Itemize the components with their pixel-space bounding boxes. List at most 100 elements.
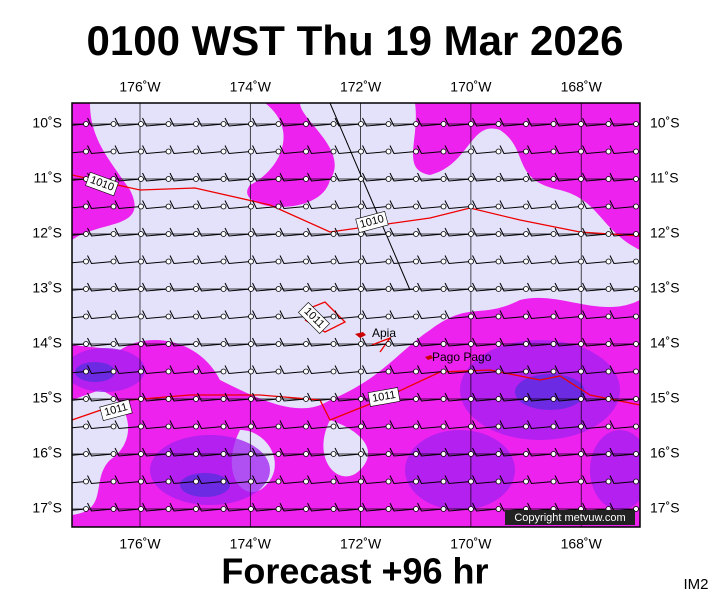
barb [252,227,279,237]
station [523,478,529,485]
barb [582,227,609,237]
station [385,451,392,457]
barb [362,337,389,347]
station [330,506,337,512]
barb [609,475,637,485]
station [165,313,172,320]
station [413,368,419,375]
station [413,176,419,182]
station [220,341,227,347]
isobar-label-box [367,387,401,407]
barb [87,200,114,210]
station [605,203,612,210]
lat-label-left: 16˚S [32,445,62,461]
barb [169,172,197,182]
barb [527,117,554,127]
barb [554,282,582,292]
barb [87,310,114,320]
lon-label-top: 176˚W [119,79,161,95]
barb [87,447,114,457]
barb [252,255,279,265]
lat-label-left: 12˚S [32,225,62,241]
station [495,478,502,485]
copyright: Copyright metvuw.com [514,512,625,524]
barb [417,447,444,457]
barb [142,172,169,182]
station [578,286,584,292]
barb [252,117,279,127]
barb [362,117,389,127]
barb [114,392,142,402]
field [72,103,640,527]
lon-label-top: 168˚W [561,79,603,95]
barb [224,447,252,457]
station [523,451,529,457]
barb [87,475,114,485]
station [495,451,502,457]
station [495,286,502,292]
barb [527,365,554,375]
barb [499,447,527,457]
barb [72,481,87,484]
barb [224,227,252,237]
barb [609,227,637,237]
footer: Forecast +96 hr [221,551,488,592]
station [193,121,199,127]
barb [417,172,444,182]
barb [142,145,169,155]
station [523,258,529,265]
barb [197,502,224,512]
lat-label-right: 13˚S [650,280,680,296]
station [83,341,89,347]
barb [224,420,252,430]
barb [72,426,87,429]
station [605,148,612,155]
barb [114,227,142,237]
barb [527,255,554,265]
barb [444,227,472,237]
barb [114,255,142,265]
station [193,368,199,375]
station [248,286,254,292]
station [165,396,172,402]
station [330,258,337,265]
lat-label-right: 10˚S [650,115,680,131]
station [578,231,584,237]
station [523,148,529,155]
barb [389,255,417,265]
station [275,341,282,347]
barb [224,117,252,127]
station [138,286,144,292]
barb [72,508,87,511]
station [220,313,227,320]
barb [224,282,252,292]
station [138,506,144,512]
station [413,313,419,320]
lon-label-bottom: 168˚W [561,536,603,552]
barb [554,420,582,430]
station [633,258,639,265]
lat-label-right: 12˚S [650,225,680,241]
barb [252,310,279,320]
barb [72,398,87,401]
station [578,396,584,402]
barb [554,447,582,457]
station [440,396,447,402]
isobar-label-box [99,398,133,422]
barb [554,200,582,210]
lat-label-right: 11˚S [650,170,679,186]
barb [307,365,334,375]
station [303,258,309,265]
lon-label-top: 172˚W [340,79,382,95]
barb [582,392,609,402]
barb [444,310,472,320]
barb [169,310,197,320]
barb [444,392,472,402]
barb [444,420,472,430]
station [468,148,474,155]
station [358,203,364,210]
station [550,203,557,210]
station [220,451,227,457]
station [440,203,447,210]
station [413,121,419,127]
